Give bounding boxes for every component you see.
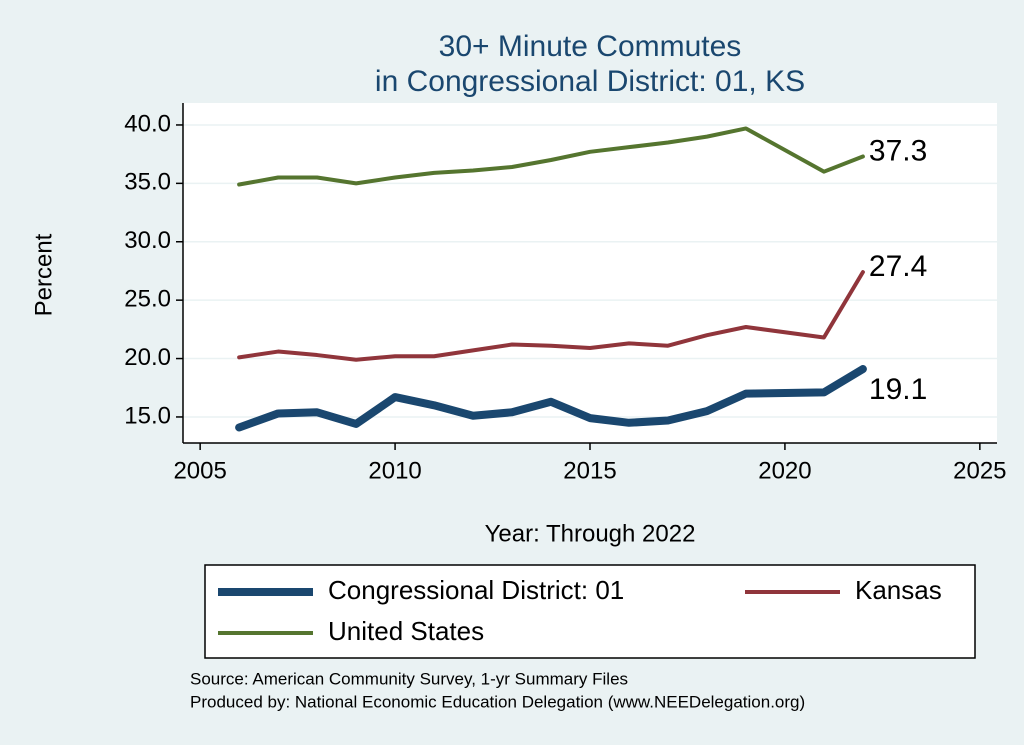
series-line <box>235 365 867 432</box>
x-tick-label: 2020 <box>758 457 811 484</box>
chart-title: in Congressional District: 01, KS <box>375 65 805 98</box>
series-line <box>237 126 865 187</box>
y-tick-label: 20.0 <box>124 344 171 371</box>
legend-label: United States <box>328 616 484 646</box>
y-tick-label: 40.0 <box>124 110 171 137</box>
y-tick-label: 35.0 <box>124 169 171 196</box>
y-tick-label: 30.0 <box>124 227 171 254</box>
y-axis-label: Percent <box>30 233 57 316</box>
end-label: 37.3 <box>869 134 927 167</box>
series-line <box>237 270 865 362</box>
source-note: Produced by: National Economic Education… <box>190 692 805 711</box>
legend-label: Kansas <box>855 575 942 605</box>
x-tick-label: 2010 <box>368 457 421 484</box>
x-tick-label: 2005 <box>173 457 226 484</box>
x-tick-label: 2015 <box>563 457 616 484</box>
source-note: Source: American Community Survey, 1-yr … <box>190 669 628 688</box>
x-axis-label: Year: Through 2022 <box>485 520 696 547</box>
legend-label: Congressional District: 01 <box>328 575 624 605</box>
y-tick-label: 25.0 <box>124 285 171 312</box>
end-label: 19.1 <box>869 373 927 406</box>
y-tick-label: 15.0 <box>124 402 171 429</box>
x-tick-label: 2025 <box>953 457 1006 484</box>
chart-title: 30+ Minute Commutes <box>439 30 742 63</box>
end-label: 27.4 <box>869 250 927 283</box>
legend-box <box>204 564 976 659</box>
